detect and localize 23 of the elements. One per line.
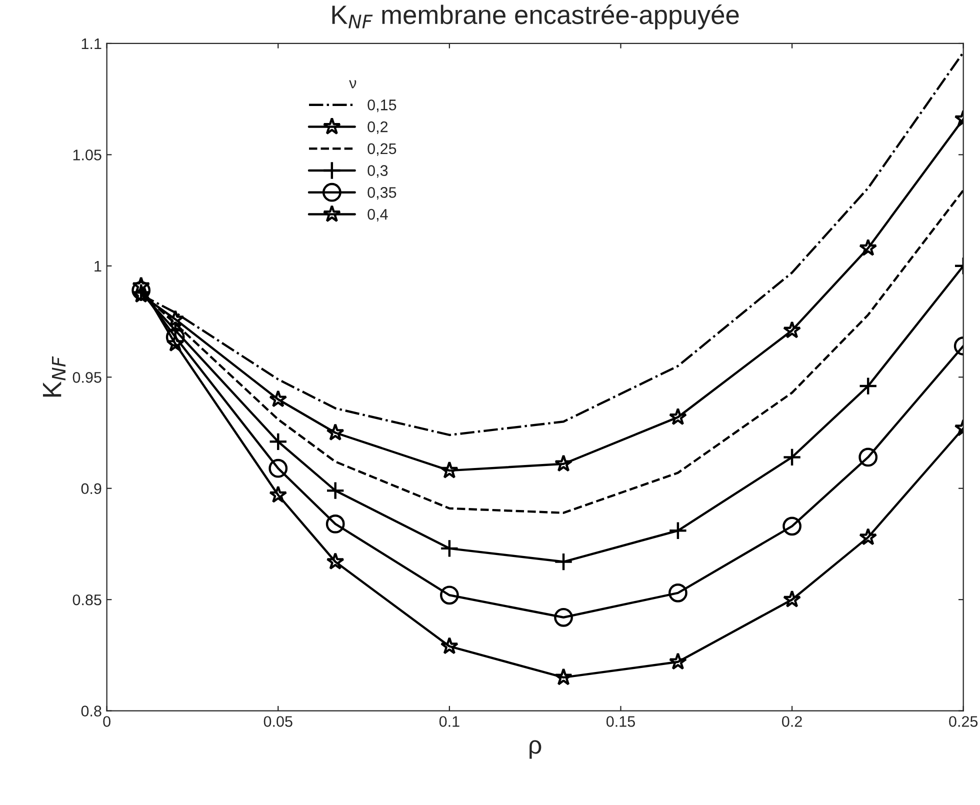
legend-label: 0,25 <box>368 143 396 156</box>
y-tick-label: 1 <box>94 260 102 272</box>
x-tick-label: 0 <box>103 716 110 727</box>
x-tick-label: 0.1 <box>439 716 460 727</box>
y-tick-label: 0.85 <box>72 594 102 606</box>
legend-title: ν <box>349 80 356 88</box>
y-tick-label: 0.9 <box>81 483 102 494</box>
x-axis-title: ρ <box>530 740 542 759</box>
x-tick-label: 0.15 <box>606 716 635 727</box>
y-axis-title: K$_{NF}$ <box>42 356 66 397</box>
y-tick-label: 0.8 <box>81 706 102 716</box>
x-tick-label: 0.05 <box>264 716 292 727</box>
x-tick-label: 0.25 <box>949 716 978 727</box>
legend-label: 0,35 <box>368 187 396 200</box>
legend-label: 0,2 <box>368 121 388 134</box>
legend-label: 0,15 <box>368 100 396 112</box>
y-tick-label: 0.95 <box>72 372 102 383</box>
y-tick-label: 1.05 <box>73 150 102 160</box>
y-tick-label: 1.1 <box>82 38 102 50</box>
x-tick-label: 0.2 <box>782 716 802 727</box>
legend-label: 0,3 <box>368 165 388 178</box>
legend-label: 0,4 <box>368 208 388 222</box>
chart-title: K$_{NF}$ membrane encastrée-appuyée <box>332 4 739 30</box>
